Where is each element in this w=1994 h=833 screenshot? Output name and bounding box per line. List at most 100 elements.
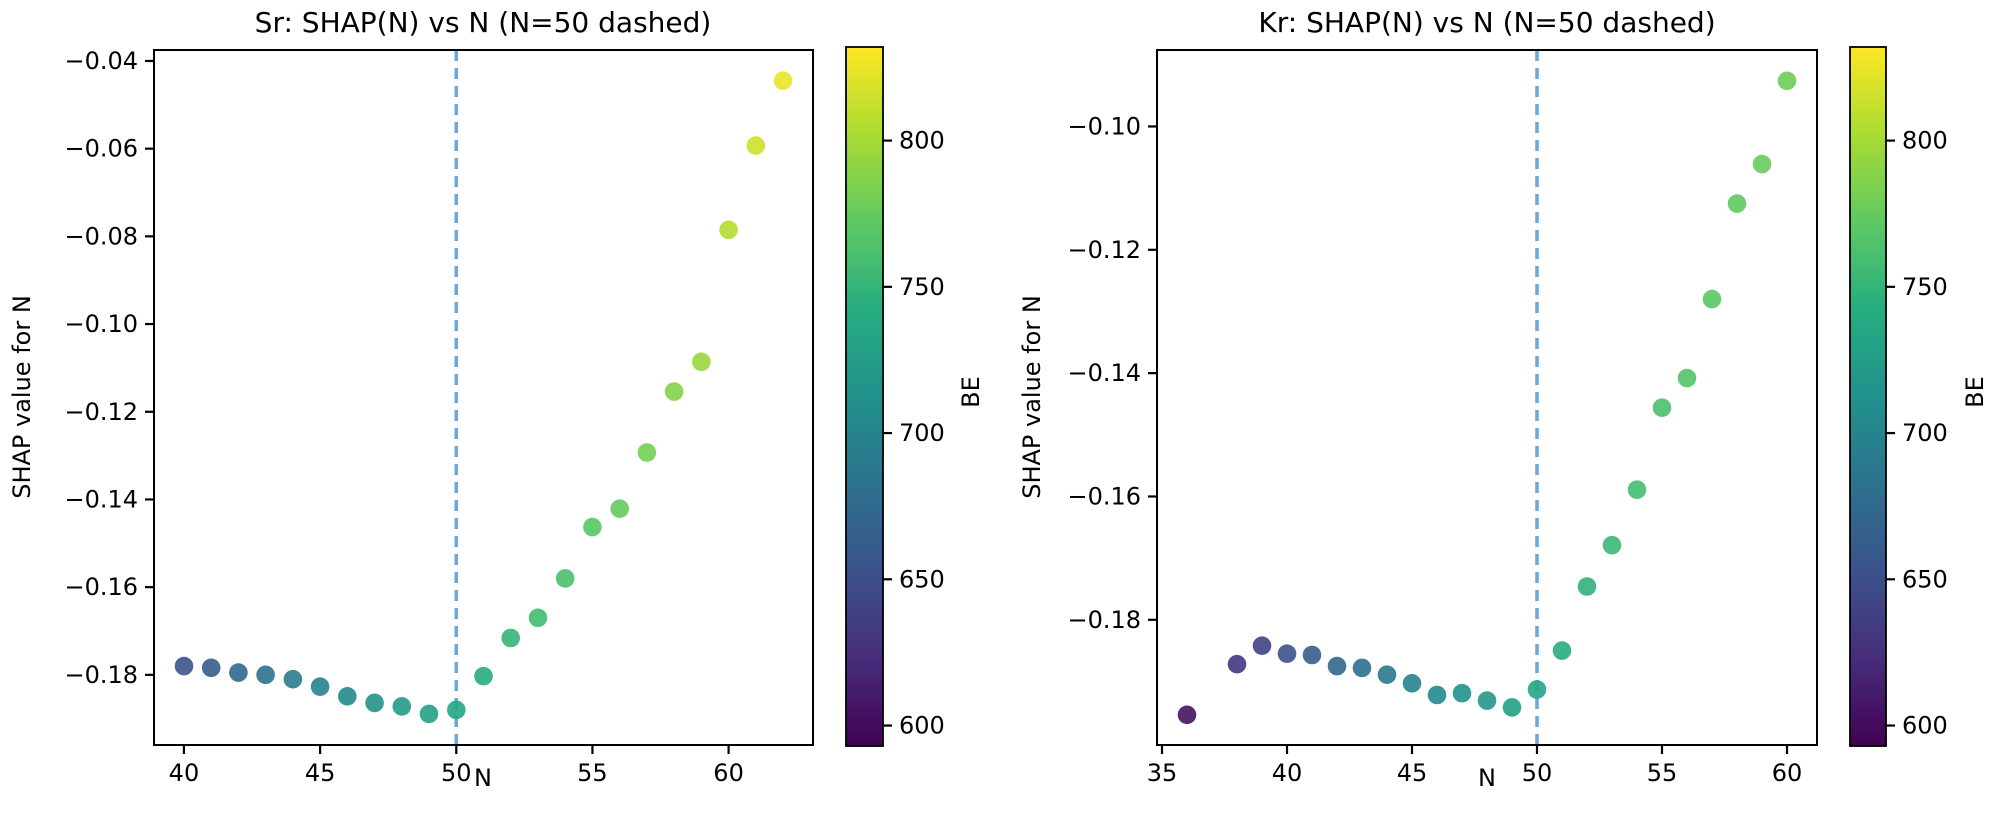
sr-colorbar-label: BE bbox=[957, 376, 985, 408]
kr-point-N40 bbox=[1277, 644, 1297, 663]
sr-point-N53 bbox=[528, 608, 548, 628]
sr-panel: 40 45 50 55 60 −0.04 −0.06 −0.08 −0.10 −0.12 −0.14… bbox=[64, 46, 945, 787]
kr-point-N60 bbox=[1777, 71, 1797, 91]
kr-points bbox=[1177, 71, 1797, 725]
kr-point-N53 bbox=[1602, 535, 1622, 555]
sr-point-N43 bbox=[256, 665, 275, 685]
svg-text:−0.16: −0.16 bbox=[1067, 482, 1141, 510]
svg-text:60: 60 bbox=[713, 759, 744, 787]
svg-text:−0.18: −0.18 bbox=[1067, 606, 1141, 634]
svg-text:−0.14: −0.14 bbox=[64, 485, 138, 513]
kr-point-N51 bbox=[1552, 641, 1572, 660]
sr-axes-frame bbox=[153, 49, 814, 746]
sr-y-axis-label: SHAP value for N bbox=[8, 295, 36, 499]
svg-text:650: 650 bbox=[899, 565, 945, 593]
kr-point-N41 bbox=[1302, 645, 1322, 665]
kr-point-N36 bbox=[1177, 705, 1197, 725]
sr-point-N55 bbox=[583, 517, 602, 537]
kr-point-N50 bbox=[1527, 680, 1547, 699]
kr-point-N39 bbox=[1252, 636, 1272, 655]
kr-plot-title: Kr: SHAP(N) vs N (N=50 dashed) bbox=[1258, 6, 1716, 39]
svg-text:55: 55 bbox=[577, 759, 608, 787]
sr-point-N42 bbox=[229, 663, 248, 682]
svg-text:45: 45 bbox=[305, 759, 336, 787]
kr-point-N45 bbox=[1402, 674, 1422, 693]
kr-y-ticks: −0.10 −0.12 −0.14 −0.16 −0.18 bbox=[1067, 112, 1157, 634]
sr-point-N44 bbox=[283, 669, 303, 689]
svg-text:45: 45 bbox=[1397, 759, 1428, 787]
svg-text:600: 600 bbox=[899, 712, 945, 740]
sr-points bbox=[174, 71, 793, 724]
kr-point-N55 bbox=[1652, 398, 1672, 418]
svg-text:700: 700 bbox=[1902, 419, 1948, 447]
sr-point-N50 bbox=[447, 700, 466, 720]
sr-point-N60 bbox=[719, 220, 738, 240]
svg-text:−0.10: −0.10 bbox=[1067, 112, 1141, 140]
kr-colorbar: 600 650 700 750 800 bbox=[1849, 46, 1948, 747]
svg-text:−0.10: −0.10 bbox=[64, 310, 138, 338]
kr-point-N49 bbox=[1502, 698, 1522, 717]
sr-point-N62 bbox=[773, 71, 793, 90]
svg-text:700: 700 bbox=[899, 419, 945, 447]
sr-point-N52 bbox=[501, 628, 520, 648]
svg-text:60: 60 bbox=[1772, 759, 1803, 787]
svg-text:50: 50 bbox=[1522, 759, 1553, 787]
svg-text:750: 750 bbox=[899, 273, 945, 301]
sr-point-N57 bbox=[637, 443, 657, 462]
svg-text:40: 40 bbox=[169, 759, 200, 787]
svg-text:−0.14: −0.14 bbox=[1067, 359, 1141, 387]
sr-y-ticks: −0.04 −0.06 −0.08 −0.10 −0.12 −0.14 −0.16 −0.18 bbox=[64, 47, 154, 689]
kr-point-N57 bbox=[1702, 289, 1722, 309]
svg-text:−0.16: −0.16 bbox=[64, 573, 138, 601]
sr-point-N59 bbox=[692, 352, 711, 372]
kr-panel: 35 40 45 50 55 60 −0.10 −0.12 −0.14 −0.16 −0.18 600… bbox=[1067, 46, 1948, 787]
svg-text:−0.12: −0.12 bbox=[1067, 236, 1141, 264]
sr-point-N40 bbox=[174, 656, 194, 676]
kr-axes-frame bbox=[1156, 49, 1818, 746]
svg-text:35: 35 bbox=[1147, 759, 1178, 787]
svg-text:−0.06: −0.06 bbox=[64, 135, 138, 163]
kr-y-axis-label: SHAP value for N bbox=[1018, 295, 1046, 499]
sr-point-N46 bbox=[338, 687, 357, 706]
kr-point-N59 bbox=[1752, 154, 1772, 174]
svg-text:−0.08: −0.08 bbox=[64, 222, 138, 250]
sr-point-N47 bbox=[365, 693, 384, 713]
sr-point-N54 bbox=[555, 569, 575, 588]
sr-point-N41 bbox=[201, 658, 221, 678]
sr-colorbar: 600 650 700 750 800 bbox=[845, 46, 945, 747]
svg-text:600: 600 bbox=[1902, 712, 1948, 740]
kr-colorbar-label: BE bbox=[1961, 376, 1989, 408]
kr-point-N54 bbox=[1627, 480, 1647, 500]
svg-text:800: 800 bbox=[1902, 127, 1948, 155]
sr-point-N45 bbox=[310, 677, 330, 696]
svg-text:−0.04: −0.04 bbox=[64, 47, 138, 75]
sr-point-N61 bbox=[746, 136, 766, 155]
sr-point-N49 bbox=[419, 704, 439, 724]
kr-point-N56 bbox=[1677, 368, 1697, 388]
sr-x-ticks: 40 45 50 55 60 bbox=[169, 745, 744, 787]
kr-x-ticks: 35 40 45 50 55 60 bbox=[1147, 745, 1803, 787]
kr-point-N38 bbox=[1227, 654, 1247, 674]
svg-text:50: 50 bbox=[441, 759, 472, 787]
svg-text:40: 40 bbox=[1272, 759, 1303, 787]
sr-plot-title: Sr: SHAP(N) vs N (N=50 dashed) bbox=[254, 6, 712, 39]
sr-x-axis-label: N bbox=[474, 764, 492, 792]
sr-point-N58 bbox=[664, 382, 684, 401]
svg-text:55: 55 bbox=[1647, 759, 1678, 787]
svg-text:800: 800 bbox=[899, 127, 945, 155]
kr-point-N48 bbox=[1477, 691, 1497, 710]
sr-point-N51 bbox=[474, 666, 493, 686]
kr-point-N52 bbox=[1577, 577, 1597, 596]
svg-text:750: 750 bbox=[1902, 273, 1948, 301]
svg-text:−0.18: −0.18 bbox=[64, 661, 138, 689]
kr-point-N44 bbox=[1377, 665, 1397, 684]
sr-point-N56 bbox=[610, 499, 629, 518]
kr-point-N58 bbox=[1727, 194, 1747, 213]
kr-point-N46 bbox=[1427, 685, 1447, 705]
sr-point-N48 bbox=[392, 697, 412, 716]
svg-text:650: 650 bbox=[1902, 565, 1948, 593]
svg-text:−0.12: −0.12 bbox=[64, 398, 138, 426]
kr-point-N42 bbox=[1327, 656, 1347, 676]
